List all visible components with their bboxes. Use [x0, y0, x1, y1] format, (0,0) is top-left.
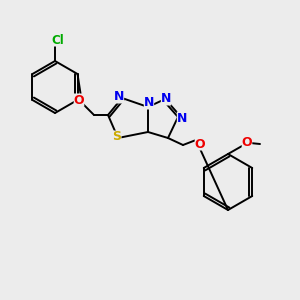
Text: O: O [195, 137, 205, 151]
Text: N: N [114, 91, 124, 103]
Text: N: N [144, 97, 154, 110]
Text: S: S [112, 130, 122, 143]
Text: Cl: Cl [52, 34, 64, 46]
Text: N: N [177, 112, 187, 124]
Text: O: O [74, 94, 84, 106]
Text: O: O [242, 136, 252, 149]
Text: N: N [161, 92, 171, 106]
